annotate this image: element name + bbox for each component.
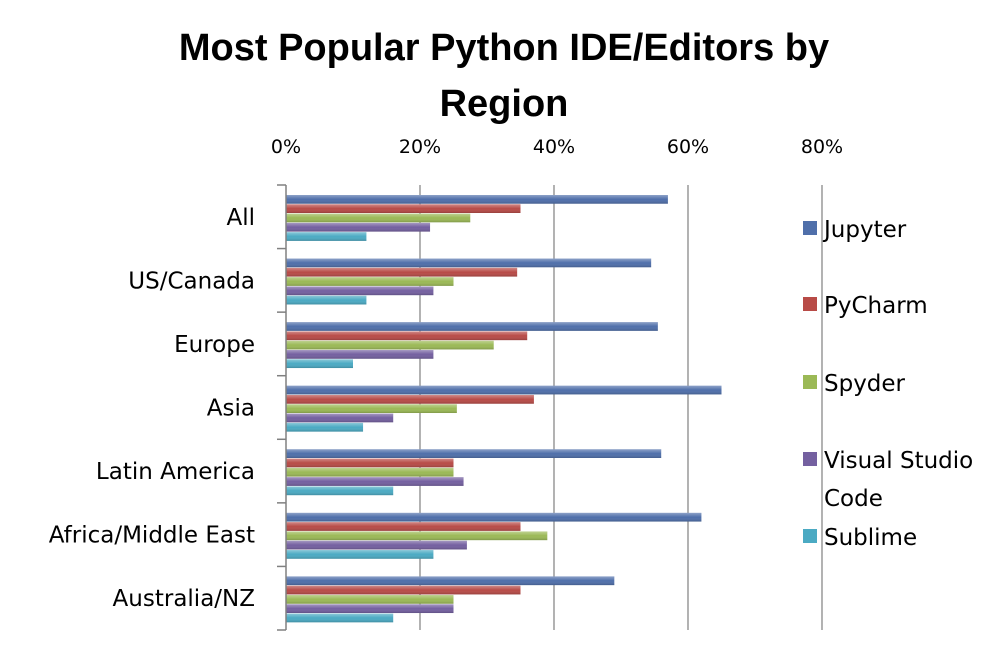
gridlines <box>419 185 823 630</box>
x-tick-label: 80% <box>801 136 843 158</box>
legend-swatch <box>803 221 817 235</box>
legend-item: Spyder <box>803 371 906 397</box>
category-label: Africa/Middle East <box>49 523 255 549</box>
bar-shade <box>286 295 367 305</box>
x-tick-label: 60% <box>667 136 709 158</box>
legend-swatch <box>803 452 817 466</box>
bar-shade <box>286 322 658 331</box>
legend-item: Sublime <box>803 525 917 551</box>
chart-title-line-2: Region <box>440 83 569 125</box>
bar-shade <box>286 422 364 432</box>
bar-shade <box>286 267 518 277</box>
bar-shade <box>286 576 615 586</box>
bar-shade <box>286 531 548 541</box>
bar-shade <box>286 477 464 486</box>
bar-shade <box>286 522 521 531</box>
x-tick-label: 20% <box>399 136 441 158</box>
category-label: Europe <box>174 332 255 358</box>
bar-shade <box>286 458 454 468</box>
chart-title: Most Popular Python IDE/Editors by Regio… <box>179 27 829 125</box>
bar-shade <box>286 467 454 477</box>
legend-swatch <box>803 529 817 543</box>
category-axis <box>277 184 287 631</box>
legend-label: PyCharm <box>824 293 928 319</box>
bar-shade <box>286 550 434 559</box>
bar-shade <box>286 604 454 614</box>
legend-label: Spyder <box>824 371 906 397</box>
legend-label: Code <box>824 486 883 512</box>
bar-shade <box>286 277 454 286</box>
bar-shade <box>286 232 367 241</box>
legend-item: Visual Studio Code <box>803 448 973 512</box>
legend-item: PyCharm <box>803 293 928 319</box>
bar-shade <box>286 350 434 359</box>
legend-swatch <box>803 375 817 389</box>
legend-swatch <box>803 297 817 311</box>
bar-shade <box>286 512 702 522</box>
bars <box>286 195 722 623</box>
category-label: Australia/NZ <box>113 586 255 612</box>
legend-item: Jupyter <box>803 217 907 243</box>
bar-shade <box>286 486 394 496</box>
legend-label: Jupyter <box>822 217 907 243</box>
bar-shade <box>286 222 431 232</box>
bar-shade <box>286 195 668 204</box>
bar-shade <box>286 595 454 604</box>
category-label: US/Canada <box>128 268 255 294</box>
value-axis-ticks: 0% 20% 40% 60% 80% <box>271 136 843 158</box>
category-label: Latin America <box>96 459 255 485</box>
bar-shade <box>286 340 494 350</box>
legend: Jupyter PyCharm Spyder Visual Studio Code Sub… <box>803 217 973 551</box>
x-tick-label: 0% <box>271 136 301 158</box>
bar-shade <box>286 385 722 395</box>
bar-shade <box>286 213 471 223</box>
category-label: All <box>226 205 255 231</box>
bar-shade <box>286 404 457 414</box>
bar-shade <box>286 449 662 458</box>
bar-shade <box>286 395 534 404</box>
category-labels: All US/Canada Europe Asia Latin America Afric… <box>49 205 255 612</box>
category-label: Asia <box>207 396 255 422</box>
bar-shade <box>286 613 394 623</box>
bar-shade <box>286 331 528 341</box>
legend-label: Visual Studio <box>824 448 973 474</box>
bar-shade <box>286 413 394 423</box>
bar-shade <box>286 540 467 550</box>
bar-shade <box>286 359 353 369</box>
bar-shade <box>286 258 652 268</box>
bar-shade <box>286 585 521 595</box>
legend-label: Sublime <box>824 525 917 551</box>
chart-title-line-1: Most Popular Python IDE/Editors by <box>179 27 829 69</box>
bar-shade <box>286 286 434 296</box>
bar-shade <box>286 204 521 213</box>
x-tick-label: 40% <box>533 136 575 158</box>
